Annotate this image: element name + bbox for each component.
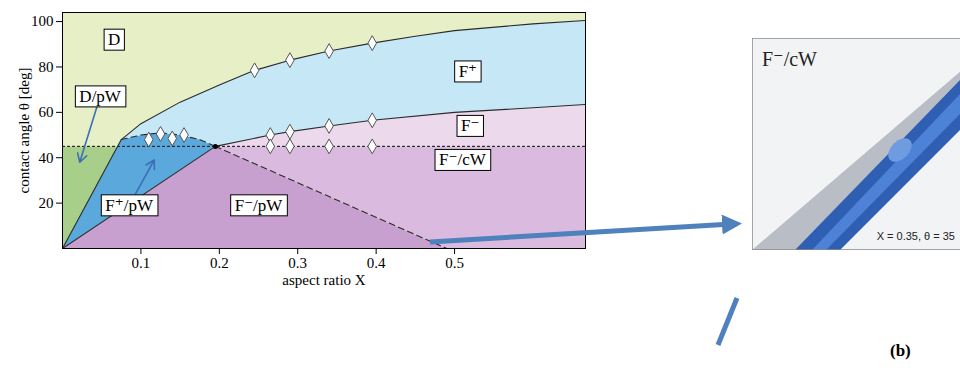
svg-text:F⁻/pW: F⁻/pW [235,196,284,215]
svg-text:contact angle θ [deg]: contact angle θ [deg] [16,68,32,194]
svg-text:100: 100 [31,13,54,29]
svg-text:80: 80 [39,59,54,75]
svg-text:20: 20 [39,195,54,211]
svg-text:F⁻/cW: F⁻/cW [439,150,487,169]
svg-text:(b): (b) [890,341,911,360]
svg-text:X = 0.35, θ = 35: X = 0.35, θ = 35 [877,230,955,242]
svg-text:F⁺/pW: F⁺/pW [105,196,154,215]
svg-text:aspect ratio X: aspect ratio X [282,272,365,288]
svg-text:0.3: 0.3 [288,255,307,271]
svg-text:F⁻/cW: F⁻/cW [762,48,817,70]
svg-text:60: 60 [39,104,54,120]
svg-text:D/pW: D/pW [79,87,122,106]
svg-text:D: D [108,30,120,49]
svg-text:0.5: 0.5 [445,255,464,271]
svg-text:F⁺: F⁺ [459,62,477,81]
svg-text:0.1: 0.1 [132,255,151,271]
svg-text:40: 40 [39,150,54,166]
svg-text:0.2: 0.2 [210,255,229,271]
svg-text:F⁻: F⁻ [461,116,479,135]
svg-text:0.4: 0.4 [367,255,386,271]
